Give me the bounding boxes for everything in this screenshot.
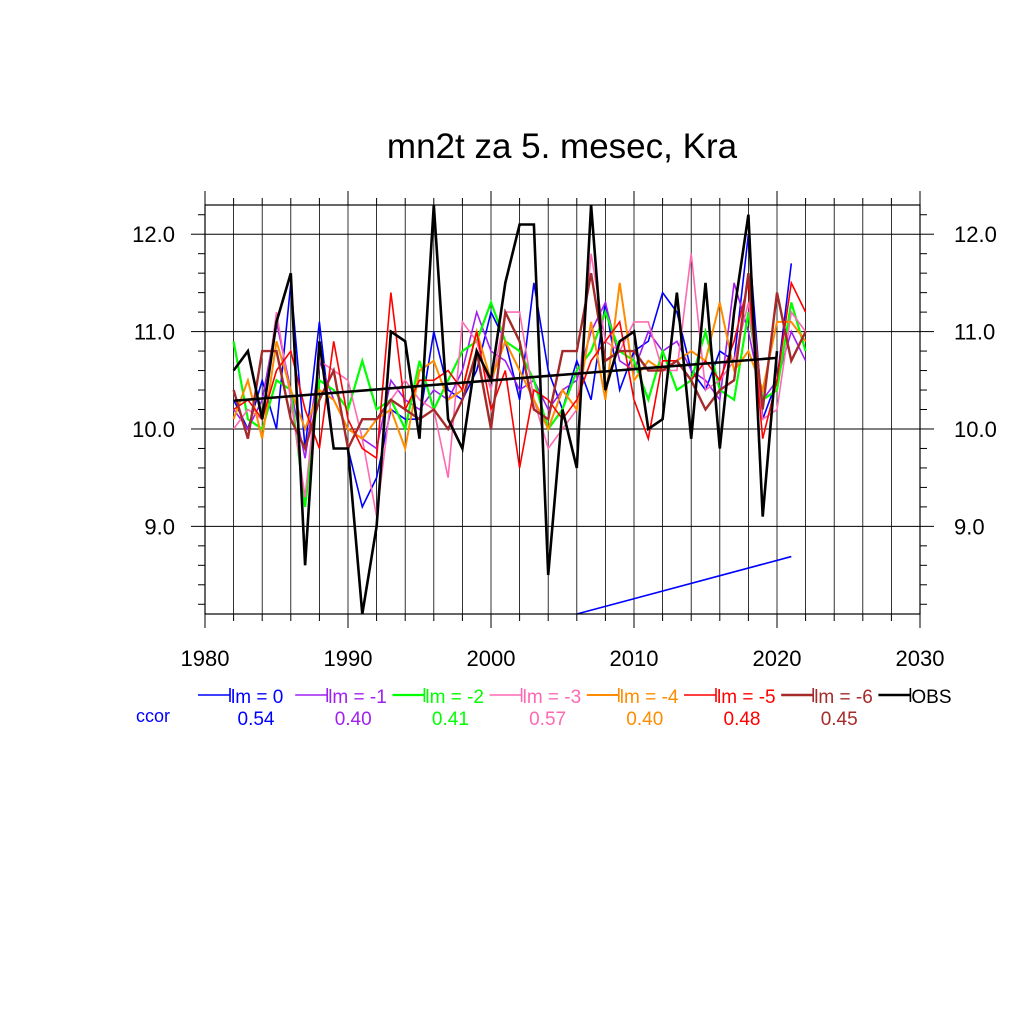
series-layer (232, 204, 807, 615)
y-tick-label: 10.0 (132, 417, 175, 442)
ccor-label: ccor (136, 706, 170, 726)
legend-label: lm = -5 (717, 687, 776, 708)
legend-label: OBS (911, 687, 951, 708)
series-line-3 (232, 253, 807, 517)
trend-line-1 (576, 555, 792, 615)
ccor-value: 0.40 (335, 709, 372, 730)
series-line-5 (233, 280, 807, 469)
ccor-value: 0.41 (432, 709, 469, 730)
ccor-value: 0.57 (529, 709, 566, 730)
ccor-value: 0.40 (626, 709, 663, 730)
x-tick-label: 2010 (610, 646, 659, 671)
y-tick-label-right: 10.0 (954, 417, 997, 442)
x-tick-label: 1990 (324, 646, 373, 671)
ccor-value: 0.54 (238, 709, 275, 730)
y-tick-label-right: 9.0 (954, 514, 985, 539)
x-tick-label: 1980 (181, 646, 230, 671)
series-line-7 (232, 204, 779, 615)
x-tick-label: 2000 (467, 646, 516, 671)
y-tick-label: 12.0 (132, 222, 175, 247)
chart-title: mn2t za 5. mesec, Kra (387, 127, 738, 166)
legend-label: lm = -1 (328, 687, 387, 708)
legend-label: lm = -2 (425, 687, 484, 708)
legend-label: lm = -6 (814, 687, 873, 708)
y-tick-label-right: 11.0 (954, 320, 995, 345)
y-axis: 9.0 9.0 10.0 10.0 11.0 11.0 12.0 12.0 (132, 214, 997, 605)
x-axis: 1980 1990 2000 2010 2020 2030 (181, 191, 945, 671)
x-tick-label: 2020 (753, 646, 802, 671)
series-line-6 (232, 272, 807, 453)
ccor-value: 0.45 (821, 709, 858, 730)
trend-line-0 (233, 356, 778, 403)
y-tick-label: 9.0 (144, 514, 175, 539)
legend-label: lm = 0 (231, 687, 283, 708)
y-tick-label-right: 12.0 (954, 222, 997, 247)
legend-label: lm = -3 (523, 687, 582, 708)
x-tick-label: 2030 (896, 646, 945, 671)
y-tick-label: 11.0 (134, 320, 175, 345)
legend-label: lm = -4 (620, 687, 679, 708)
ccor-value: 0.48 (724, 709, 761, 730)
